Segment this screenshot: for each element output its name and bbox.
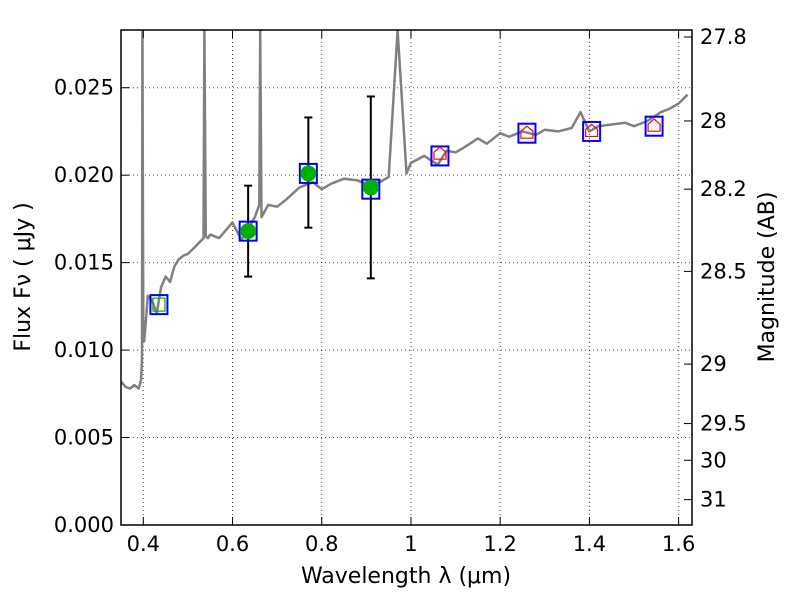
x-tick-label: 1.4	[573, 532, 606, 556]
y-tick-label: 0.025	[54, 76, 114, 100]
y-tick-label: 0.000	[54, 513, 114, 537]
model-square-marker	[149, 294, 169, 316]
series-layer	[121, 30, 689, 390]
model-square-marker	[298, 162, 318, 184]
upper-limit-marker	[152, 297, 166, 312]
model-square-marker	[238, 220, 258, 242]
right-tick-label: 29	[700, 352, 727, 376]
x-tick-label: 1.2	[483, 532, 516, 556]
plot-frame	[120, 29, 693, 526]
photometry-open-marker	[520, 125, 534, 139]
x-axis-label: Wavelength λ (μm)	[301, 564, 511, 589]
right-tick-label: 27.8	[700, 25, 747, 49]
right-tick-label: 29.5	[700, 412, 747, 436]
right-tick-label: 30	[700, 448, 727, 472]
right-tick-label: 28	[700, 109, 727, 133]
model-square-marker	[582, 120, 602, 142]
right-axis-label: Magnitude (AB)	[755, 192, 780, 363]
y-tick-label: 0.020	[54, 163, 114, 187]
right-tick-label: 31	[700, 488, 727, 512]
y-axis-label: Flux Fν ( μJy )	[11, 202, 36, 351]
model-square-marker	[517, 122, 537, 144]
photometry-open-marker	[647, 118, 661, 132]
right-tick-label: 28.5	[700, 259, 747, 283]
photometry-circle-marker	[362, 179, 379, 196]
x-tick-label: 1.6	[662, 532, 695, 556]
y-tick-label: 0.005	[54, 426, 114, 450]
sed-model-line	[121, 30, 689, 390]
photometry-circle-marker	[240, 223, 257, 240]
photometry-open-marker	[585, 123, 599, 138]
photometry-open-marker	[433, 146, 447, 160]
x-tick-label: 0.4	[127, 532, 160, 556]
y-tick-label: 0.010	[54, 338, 114, 362]
photometry-circle-marker	[300, 165, 317, 182]
x-tick-label: 0.8	[305, 532, 338, 556]
y-tick-label: 0.015	[54, 251, 114, 275]
right-tick-label: 28.2	[700, 177, 747, 201]
x-tick-label: 0.6	[216, 532, 249, 556]
x-tick-label: 1	[404, 532, 417, 556]
ticks: 0.4 0.6 0.8 1 1.2 1.4 1.6 0.000 0.005 0.010 0.015 0…	[54, 25, 747, 556]
model-square-marker	[644, 115, 664, 137]
grid	[121, 30, 692, 525]
